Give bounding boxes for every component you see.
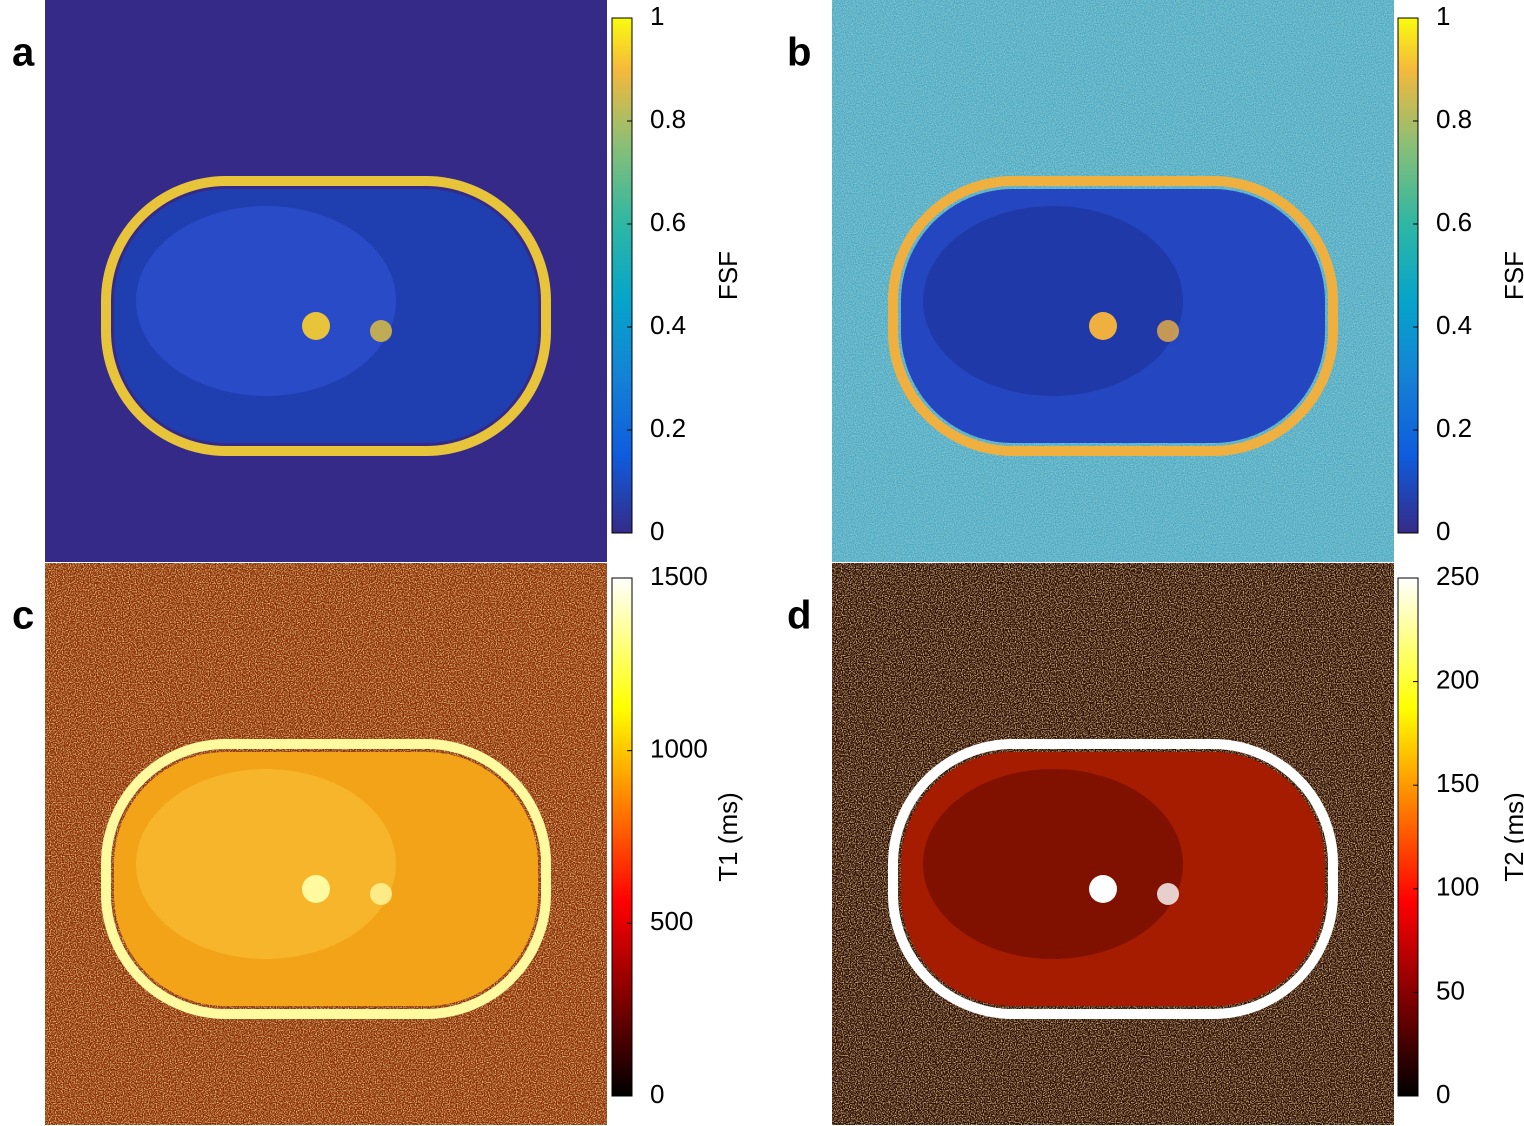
colorbar-tick-label: 0.8: [1436, 104, 1472, 134]
colorbar-tick-label: 0.4: [650, 310, 686, 340]
colorbar-tick-label: 150: [1436, 768, 1479, 798]
colorbar: [611, 577, 633, 1097]
vessel: [1089, 875, 1117, 903]
body-rim: [101, 176, 551, 456]
colorbar-label: FSF: [713, 251, 743, 300]
colorbar-tick-label: 1000: [650, 734, 708, 764]
colorbar-tick-label: 200: [1436, 664, 1479, 694]
colorbar-tick-label: 100: [1436, 872, 1479, 902]
colorbar-label: FSF: [1499, 251, 1524, 300]
body-rim: [101, 739, 551, 1019]
colorbar-tick-label: 0.2: [1436, 413, 1472, 443]
organ: [923, 769, 1183, 959]
vessel: [370, 883, 392, 905]
body-rim: [888, 176, 1338, 456]
colorbar-tick-label: 0: [1436, 1079, 1450, 1109]
panel-letter: a: [12, 31, 35, 75]
colorbar-label: T2 (ms): [1499, 792, 1524, 882]
organ: [923, 206, 1183, 396]
colorbar-tick-label: 1: [650, 1, 664, 31]
panel-letter: d: [787, 594, 811, 638]
panel: d 0 50 100 150 200 250 T2 (ms): [787, 561, 1524, 1125]
panel: a 0 0.2 0.4 0.6 0.8 1 FSF: [12, 0, 743, 562]
colorbar-tick-label: 0: [650, 1079, 664, 1109]
colorbar-tick-label: 0.6: [1436, 207, 1472, 237]
colorbar: [611, 17, 633, 534]
colorbar-tick-label: 0: [1436, 516, 1450, 546]
colorbar-tick-label: 0.4: [1436, 310, 1472, 340]
vessel: [302, 875, 330, 903]
organ: [136, 769, 396, 959]
vessel: [1089, 312, 1117, 340]
vessel: [1157, 883, 1179, 905]
body-rim: [888, 739, 1338, 1019]
organ: [136, 206, 396, 396]
colorbar: [1397, 17, 1419, 534]
colorbar-tick-label: 500: [650, 906, 693, 936]
panel-letter: c: [12, 594, 34, 638]
colorbar-tick-label: 0.2: [650, 413, 686, 443]
vessel: [302, 312, 330, 340]
colorbar-tick-label: 0.6: [650, 207, 686, 237]
colorbar-tick-label: 1: [1436, 1, 1450, 31]
colorbar-label: T1 (ms): [713, 792, 743, 882]
vessel: [1157, 320, 1179, 342]
panel-letter: b: [787, 31, 811, 75]
panel: c 0 500 1000 1500 T1 (ms): [12, 561, 743, 1125]
colorbar-tick-label: 1500: [650, 561, 708, 591]
panel: b 0 0.2 0.4 0.6 0.8 1 FSF: [787, 0, 1524, 562]
colorbar-tick-label: 0.8: [650, 104, 686, 134]
colorbar-tick-label: 50: [1436, 975, 1465, 1005]
vessel: [370, 320, 392, 342]
colorbar: [1397, 577, 1419, 1097]
colorbar-tick-label: 0: [650, 516, 664, 546]
colorbar-tick-label: 250: [1436, 561, 1479, 591]
